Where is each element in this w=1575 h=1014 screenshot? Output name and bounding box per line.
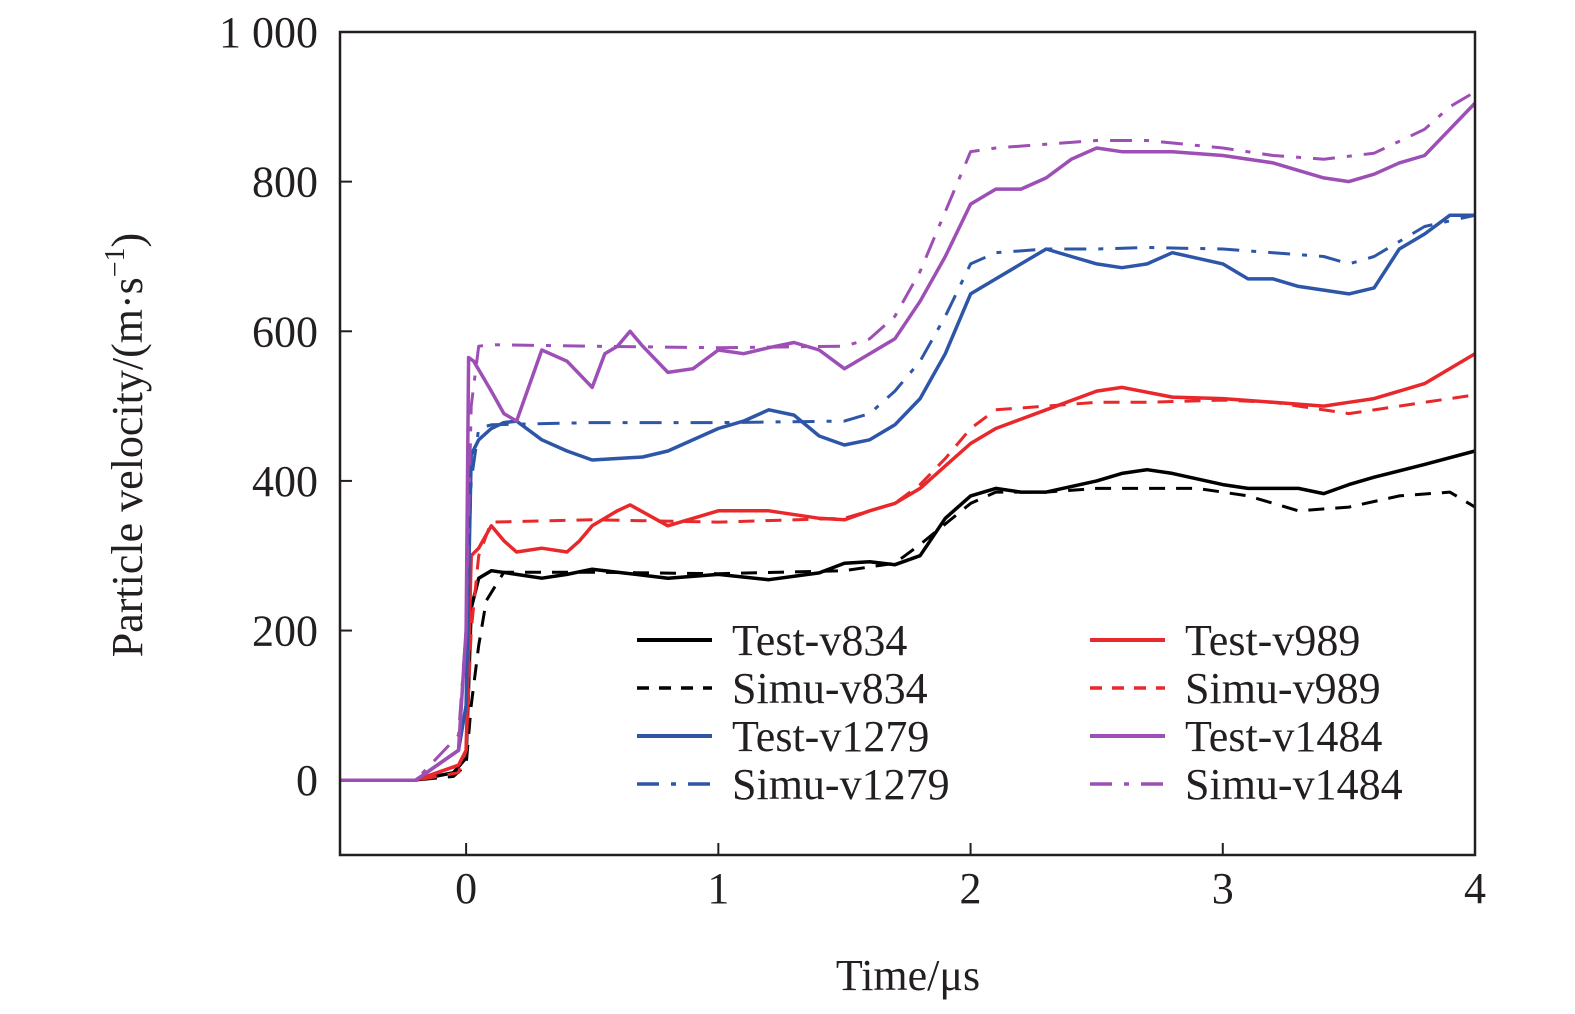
y-tick-label: 800 — [252, 158, 318, 207]
x-tick-label: 2 — [960, 864, 982, 913]
x-tick-label: 4 — [1464, 864, 1486, 913]
legend-label-test-v989: Test-v989 — [1185, 616, 1360, 665]
series-line-simu-v1484 — [340, 90, 1476, 782]
x-tick-label: 3 — [1212, 864, 1234, 913]
y-tick-label: 1 000 — [219, 8, 318, 57]
series-line-test-v834 — [340, 449, 1476, 782]
y-axis-title-close: ) — [103, 233, 152, 248]
y-tick-label: 400 — [252, 457, 318, 506]
y-tick-label: 200 — [252, 607, 318, 656]
legend-label-test-v834: Test-v834 — [732, 616, 907, 665]
y-tick-label: 0 — [296, 756, 318, 805]
y-axis-title: Particle velocity/(m·s−1) — [100, 233, 152, 657]
series-line-simu-v989 — [340, 393, 1476, 782]
legend-label-test-v1279: Test-v1279 — [732, 712, 929, 761]
legend-label-simu-v1484: Simu-v1484 — [1185, 760, 1403, 809]
y-axis-title-superscript: −1 — [100, 247, 131, 277]
axis-tick-labels: 0 1 2 3 4 0 200 400 600 800 1 000 — [219, 8, 1486, 913]
legend-label-simu-v989: Simu-v989 — [1185, 664, 1381, 713]
legend: Test-v834Simu-v834Test-v989Simu-v989Test… — [637, 616, 1403, 809]
plot-frame — [338, 30, 1477, 857]
series-line-test-v1279 — [340, 213, 1475, 782]
data-series — [340, 90, 1477, 782]
series-line-test-v989 — [340, 352, 1476, 782]
y-axis-title-main: Particle velocity/(m·s — [103, 277, 152, 657]
y-tick-label: 600 — [252, 307, 318, 356]
x-tick-label: 0 — [455, 864, 477, 913]
x-tick-label: 1 — [707, 864, 729, 913]
x-axis-title: Time/μs — [836, 951, 980, 1000]
series-line-simu-v834 — [340, 486, 1476, 782]
legend-label-simu-v1279: Simu-v1279 — [732, 760, 950, 809]
legend-label-test-v1484: Test-v1484 — [1185, 712, 1382, 761]
legend-label-simu-v834: Simu-v834 — [732, 664, 928, 713]
series-line-simu-v1279 — [340, 213, 1476, 782]
series-line-test-v1484 — [340, 101, 1477, 782]
